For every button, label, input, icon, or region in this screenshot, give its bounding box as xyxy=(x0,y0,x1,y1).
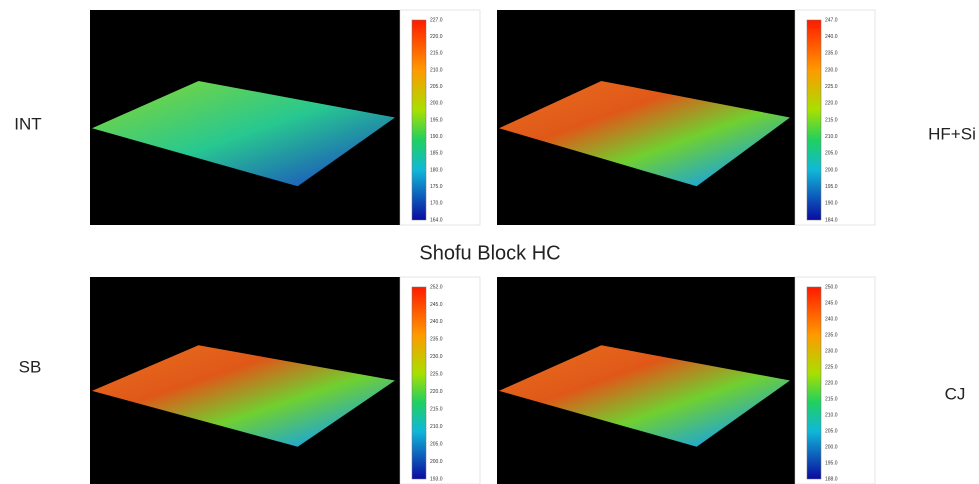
colorbar-tick-label: 180.0 xyxy=(430,167,443,173)
colorbar-tick-label: 245.0 xyxy=(430,302,443,308)
colorbar-tick-label: 235.0 xyxy=(825,332,838,338)
colorbar-tick-label: 215.0 xyxy=(825,117,838,123)
colorbar-tick-label: 193.0 xyxy=(430,476,443,482)
colorbar-tick-label: 190.0 xyxy=(430,134,443,140)
panel-label: INT xyxy=(14,114,41,133)
colorbar-tick-label: 235.0 xyxy=(430,337,443,343)
colorbar-tick-label: 210.0 xyxy=(825,134,838,140)
surface-panel: 247.0 240.0 235.0 230.0 225.0 220.0 215.0 210.0… xyxy=(497,10,875,225)
colorbar-tick-label: 195.0 xyxy=(430,117,443,123)
colorbar-tick-label: 230.0 xyxy=(825,67,838,73)
colorbar xyxy=(807,287,821,479)
colorbar-tick-label: 225.0 xyxy=(825,364,838,370)
colorbar xyxy=(412,287,426,479)
colorbar-tick-label: 220.0 xyxy=(825,380,838,386)
colorbar-tick-label: 200.0 xyxy=(430,459,443,465)
colorbar-tick-label: 240.0 xyxy=(430,319,443,325)
colorbar-tick-label: 240.0 xyxy=(825,34,838,40)
surface-panel: 252.0 245.0 240.0 235.0 230.0 225.0 220.0 215.0… xyxy=(90,277,480,484)
colorbar-tick-label: 215.0 xyxy=(430,407,443,413)
colorbar-tick-label: 245.0 xyxy=(825,300,838,306)
panel-label: SB xyxy=(19,357,42,376)
colorbar-tick-label: 185.0 xyxy=(430,151,443,157)
figure: Shofu Block HC 227.0 220.0 215.0 210.0 205.0… xyxy=(0,0,979,484)
colorbar-tick-label: 215.0 xyxy=(430,51,443,57)
colorbar-tick-label: 235.0 xyxy=(825,51,838,57)
colorbar-tick-label: 210.0 xyxy=(430,424,443,430)
colorbar-tick-label: 247.0 xyxy=(825,17,838,23)
colorbar-tick-label: 205.0 xyxy=(825,151,838,157)
panel-label: CJ xyxy=(945,384,966,403)
colorbar-tick-label: 188.0 xyxy=(825,476,838,482)
colorbar-tick-label: 225.0 xyxy=(825,84,838,90)
panel-label: HF+Si xyxy=(928,124,976,143)
colorbar-tick-label: 230.0 xyxy=(430,354,443,360)
colorbar-tick-label: 250.0 xyxy=(825,284,838,290)
colorbar-tick-label: 170.0 xyxy=(430,201,443,207)
colorbar-tick-label: 200.0 xyxy=(825,167,838,173)
colorbar-tick-label: 190.0 xyxy=(825,201,838,207)
colorbar-tick-label: 210.0 xyxy=(430,67,443,73)
colorbar-tick-label: 184.0 xyxy=(825,217,838,223)
colorbar-tick-label: 220.0 xyxy=(430,34,443,40)
colorbar xyxy=(807,20,821,220)
colorbar-tick-label: 200.0 xyxy=(825,444,838,450)
colorbar-tick-label: 195.0 xyxy=(825,460,838,466)
surface-panel: 227.0 220.0 215.0 210.0 205.0 200.0 195.0 190.0… xyxy=(90,10,480,225)
colorbar-tick-label: 175.0 xyxy=(430,184,443,190)
colorbar-tick-label: 205.0 xyxy=(430,441,443,447)
colorbar-tick-label: 225.0 xyxy=(430,372,443,378)
colorbar-tick-label: 252.0 xyxy=(430,284,443,290)
colorbar-tick-label: 230.0 xyxy=(825,348,838,354)
colorbar-tick-label: 220.0 xyxy=(430,389,443,395)
colorbar-tick-label: 164.0 xyxy=(430,217,443,223)
figure-title: Shofu Block HC xyxy=(419,242,560,264)
colorbar-tick-label: 240.0 xyxy=(825,316,838,322)
colorbar-tick-label: 210.0 xyxy=(825,412,838,418)
colorbar-tick-label: 220.0 xyxy=(825,101,838,107)
colorbar-tick-label: 205.0 xyxy=(430,84,443,90)
colorbar-tick-label: 215.0 xyxy=(825,396,838,402)
colorbar xyxy=(412,20,426,220)
colorbar-tick-label: 205.0 xyxy=(825,428,838,434)
surface-panel: 250.0 245.0 240.0 235.0 230.0 225.0 220.0 215.0… xyxy=(497,277,875,484)
colorbar-tick-label: 195.0 xyxy=(825,184,838,190)
colorbar-tick-label: 200.0 xyxy=(430,101,443,107)
colorbar-tick-label: 227.0 xyxy=(430,17,443,23)
